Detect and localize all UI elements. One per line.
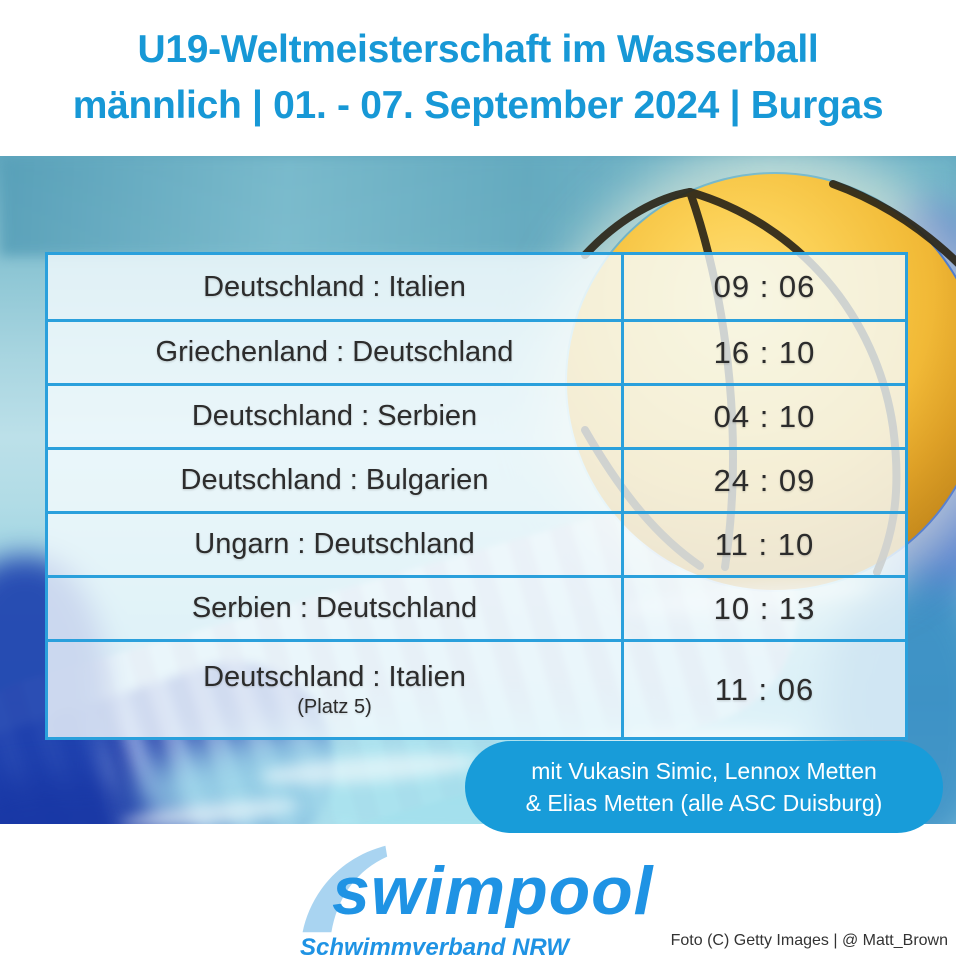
score-cell: 16 : 10 [621,322,905,383]
logo-wordmark: swimpool [332,853,654,929]
match-text: Serbien : Deutschland [191,592,478,624]
score-cell: 09 : 06 [621,255,905,319]
match-cell: Deutschland : Serbien [48,386,621,447]
footer: swimpool Schwimmverband NRW Foto (C) Get… [0,824,956,956]
score-text: 24 : 09 [713,462,816,498]
score-text: 10 : 13 [713,590,816,626]
table-row: Griechenland : Deutschland 16 : 10 [48,319,905,383]
table-row: Ungarn : Deutschland 11 : 10 [48,511,905,575]
score-cell: 11 : 10 [621,514,905,575]
match-cell: Griechenland : Deutschland [48,322,621,383]
match-text: Griechenland : Deutschland [155,336,514,368]
score-cell: 10 : 13 [621,578,905,639]
score-cell: 24 : 09 [621,450,905,511]
title-line-1: U19-Weltmeisterschaft im Wasserball [137,28,819,71]
photo-credit: Foto (C) Getty Images | @ Matt_Brown [670,932,948,949]
table-row: Deutschland : Italien 09 : 06 [48,255,905,319]
logo-subtitle: Schwimmverband NRW [300,934,569,956]
score-text: 11 : 06 [714,671,815,707]
score-cell: 11 : 06 [621,642,905,737]
score-text: 16 : 10 [713,334,816,370]
table-row: Serbien : Deutschland 10 : 13 [48,575,905,639]
match-cell: Deutschland : Bulgarien [48,450,621,511]
match-cell: Deutschland : Italien [48,255,621,319]
match-text: Ungarn : Deutschland [194,528,475,560]
players-badge: mit Vukasin Simic, Lennox Metten & Elias… [465,741,943,833]
badge-line-1: mit Vukasin Simic, Lennox Metten [531,758,877,784]
header: U19-Weltmeisterschaft im Wasserball männ… [0,0,956,156]
table-row: Deutschland : Italien (Platz 5) 11 : 06 [48,639,905,737]
table-row: Deutschland : Serbien 04 : 10 [48,383,905,447]
table-row: Deutschland : Bulgarien 24 : 09 [48,447,905,511]
match-text: Deutschland : Serbien [191,400,478,432]
score-text: 11 : 10 [714,526,815,562]
results-table: Deutschland : Italien 09 : 06 Griechenla… [45,252,908,740]
title-line-2: männlich | 01. - 07. September 2024 | Bu… [72,84,884,127]
match-text: Deutschland : Bulgarien [180,464,489,496]
swimpool-logo: swimpool Schwimmverband NRW [298,844,678,956]
score-text: 04 : 10 [713,398,816,434]
badge-line-2: & Elias Metten (alle ASC Duisburg) [525,790,883,816]
score-text: 09 : 06 [713,269,816,304]
match-text: Deutschland : Italien [203,270,466,303]
match-text: Deutschland : Italien [203,660,466,693]
match-cell: Serbien : Deutschland [48,578,621,639]
match-note: (Platz 5) [297,695,372,718]
score-cell: 04 : 10 [621,386,905,447]
match-cell: Ungarn : Deutschland [48,514,621,575]
match-cell: Deutschland : Italien (Platz 5) [48,642,621,737]
wave-icon [302,845,388,933]
